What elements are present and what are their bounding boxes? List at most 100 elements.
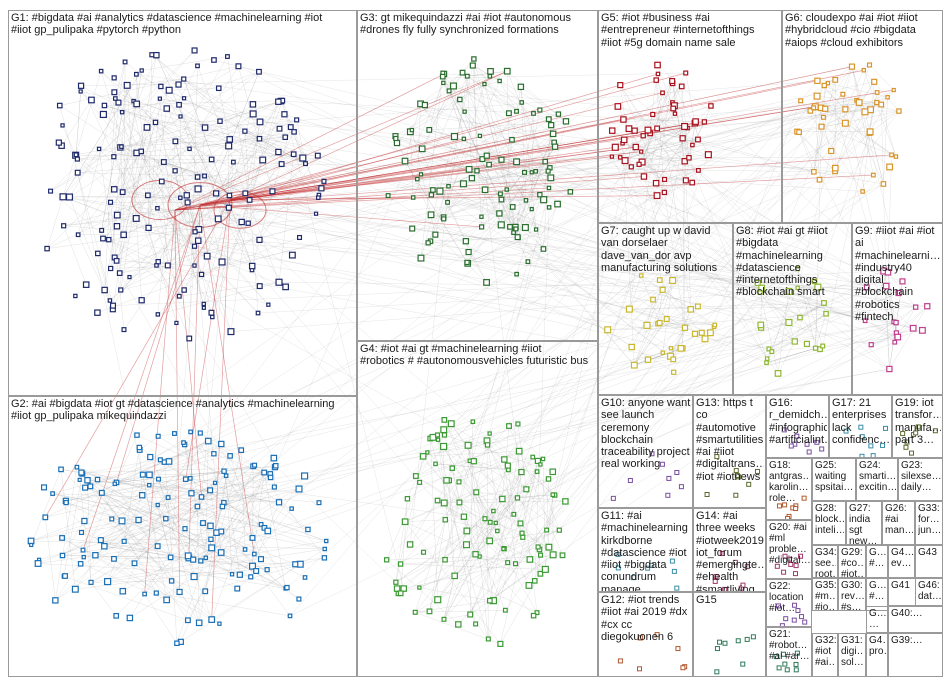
edge: [489, 510, 494, 541]
edge: [395, 498, 408, 583]
node: [138, 148, 145, 155]
red-edge: [144, 209, 176, 595]
edge: [77, 158, 137, 219]
edge: [655, 80, 691, 310]
edge: [194, 195, 230, 266]
edge: [194, 151, 279, 247]
node: [534, 457, 542, 465]
node: [75, 232, 81, 238]
node: [892, 339, 898, 345]
edge: [554, 127, 688, 496]
node: [409, 225, 416, 232]
edge: [222, 486, 275, 507]
edge: [59, 105, 114, 306]
node: [100, 235, 106, 242]
edge: [155, 120, 221, 123]
red-edge: [174, 70, 508, 211]
node: [903, 444, 909, 450]
node: [136, 444, 143, 451]
edge: [444, 419, 530, 586]
node: [932, 428, 938, 434]
node: [418, 172, 424, 177]
node: [788, 561, 794, 567]
edge: [791, 281, 815, 293]
edge: [76, 467, 167, 601]
node: [714, 669, 720, 675]
edge: [476, 492, 497, 524]
node: [514, 271, 519, 277]
red-edge: [174, 106, 816, 211]
edge: [443, 170, 549, 220]
edge: [80, 85, 534, 616]
edge: [501, 172, 525, 200]
edge: [504, 292, 899, 460]
node: [804, 441, 810, 447]
node: [690, 142, 695, 148]
node: [746, 481, 752, 487]
node: [71, 585, 79, 593]
node: [294, 117, 300, 123]
edge: [827, 82, 888, 98]
edge: [59, 105, 242, 223]
node: [198, 558, 204, 564]
edge: [479, 556, 535, 582]
edge: [244, 131, 259, 314]
node: [650, 111, 656, 118]
node: [192, 229, 198, 235]
edge: [278, 151, 866, 321]
edge: [454, 268, 798, 577]
hub-ring: [213, 191, 267, 229]
red-edge: [229, 146, 636, 201]
node: [511, 511, 517, 517]
node: [545, 543, 553, 551]
edge: [201, 496, 291, 617]
node: [155, 312, 161, 317]
edge: [101, 492, 189, 621]
red-edge: [174, 92, 663, 211]
node: [868, 443, 874, 449]
edge: [429, 471, 522, 612]
edge: [816, 95, 892, 156]
edge: [116, 470, 225, 483]
edge: [798, 132, 836, 172]
edge: [180, 465, 255, 642]
edge: [444, 126, 822, 436]
edge: [473, 58, 558, 205]
node: [460, 513, 468, 520]
node: [417, 254, 425, 262]
node: [291, 129, 297, 135]
node: [181, 287, 187, 293]
node: [505, 110, 512, 117]
edge: [429, 129, 455, 137]
group-label: G32: #iot #ai…: [815, 635, 836, 668]
red-edge: [116, 204, 201, 483]
node: [172, 168, 178, 174]
node: [112, 481, 117, 486]
edge: [174, 170, 555, 496]
node: [681, 122, 689, 130]
edge: [120, 100, 283, 148]
edge: [429, 519, 446, 612]
node: [172, 138, 179, 145]
node: [870, 172, 876, 178]
edge: [386, 556, 480, 561]
node: [559, 552, 566, 559]
group-label: G39:…: [891, 635, 923, 646]
edge: [110, 85, 128, 269]
node: [163, 596, 171, 604]
edge: [409, 480, 450, 545]
edge: [685, 72, 699, 140]
node: [533, 168, 538, 174]
node: [776, 665, 782, 671]
edge: [101, 492, 157, 594]
node: [562, 498, 569, 505]
edge: [79, 479, 211, 491]
edge: [190, 478, 464, 517]
node: [499, 495, 506, 503]
node: [96, 146, 102, 152]
edge: [437, 500, 508, 563]
edge: [81, 472, 180, 593]
node: [631, 575, 637, 581]
edge: [61, 537, 220, 624]
edge: [443, 446, 538, 613]
